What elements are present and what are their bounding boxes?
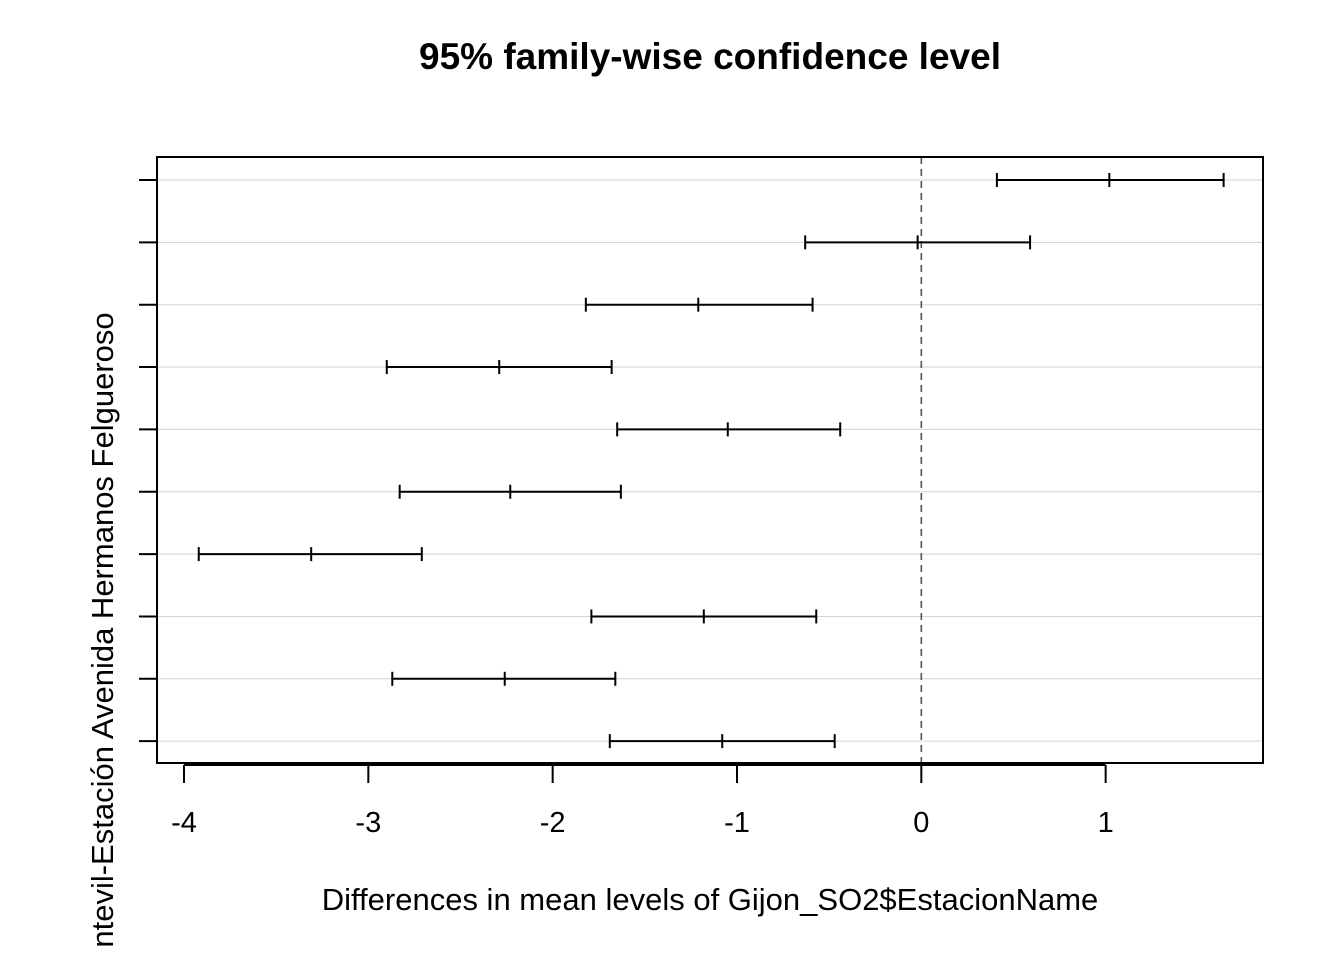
x-axis: -4 -3 -2 -1 0 1: [171, 764, 1114, 839]
x-tick-label: -2: [540, 807, 566, 839]
grid-lines: [157, 179, 1263, 742]
x-tick-label: -4: [171, 807, 197, 839]
x-tick-label: -1: [724, 807, 750, 839]
chart-title: 95% family-wise confidence level: [419, 36, 1001, 77]
y-axis-label: ntevil-Estación Avenida Hermanos Felguer…: [85, 312, 120, 947]
plot-frame: [156, 156, 1264, 764]
x-tick-label: -3: [355, 807, 381, 839]
x-axis-label: Differences in mean levels of Gijon_SO2$…: [322, 882, 1099, 917]
intervals-group: [197, 173, 1225, 749]
x-tick-label: 1: [1098, 807, 1114, 839]
x-tick-label: 0: [913, 807, 929, 839]
y-axis-ticks: [139, 179, 157, 743]
